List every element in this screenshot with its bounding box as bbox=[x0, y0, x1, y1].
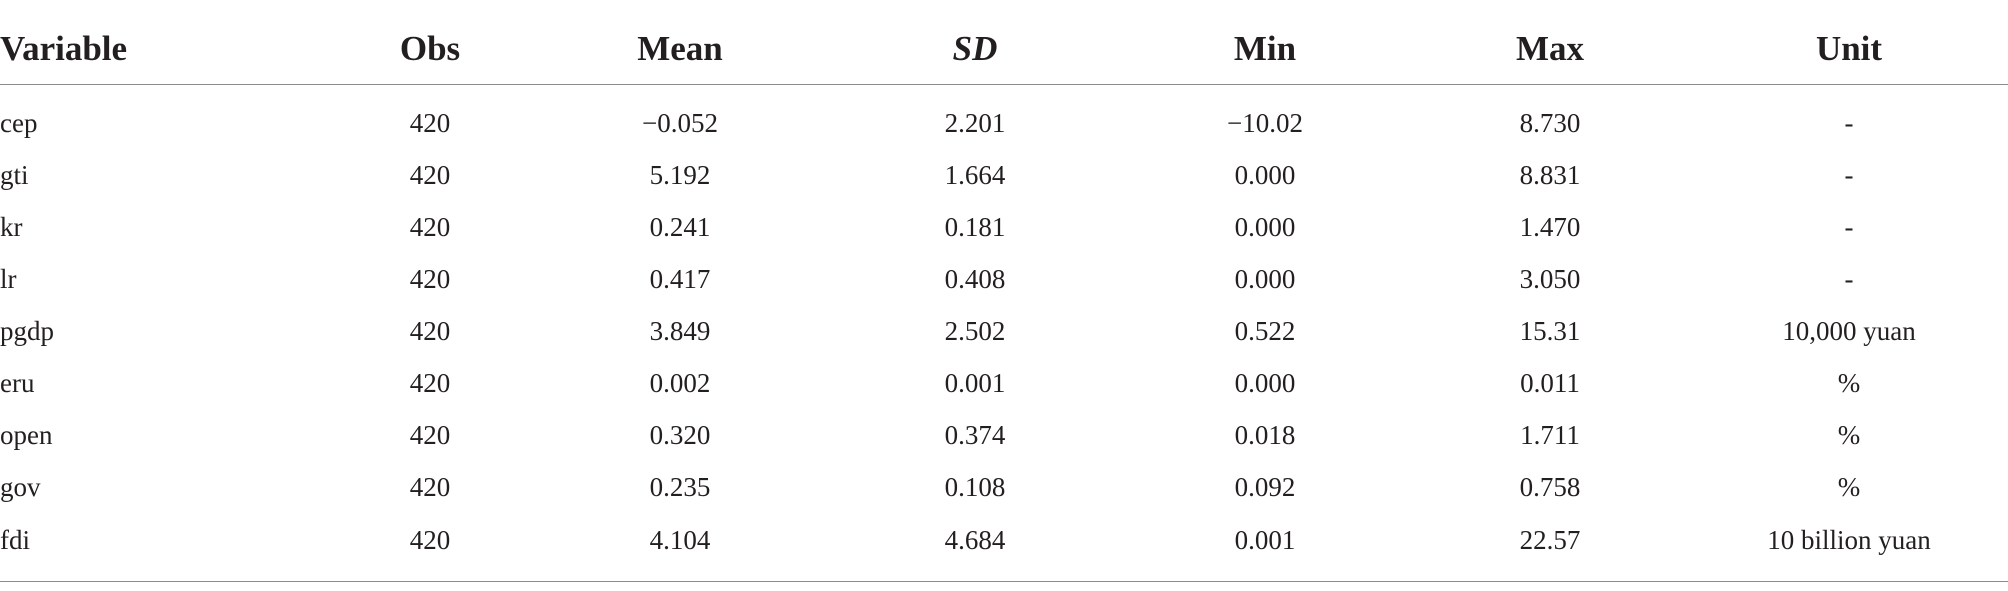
header-min: Min bbox=[1120, 14, 1410, 85]
cell-variable: cep bbox=[0, 107, 38, 138]
cell-unit: - bbox=[1844, 159, 1854, 190]
cell-max: 1.470 bbox=[1519, 211, 1581, 242]
header-unit: Unit bbox=[1690, 14, 2008, 85]
table-row: lr 420 0.417 0.408 0.000 3.050 - bbox=[0, 253, 2008, 305]
table-row: cep 420 −0.052 2.201 −10.02 8.730 - bbox=[0, 85, 2008, 150]
cell-sd: 0.108 bbox=[944, 471, 1006, 502]
table-row: eru 420 0.002 0.001 0.000 0.011 % bbox=[0, 357, 2008, 409]
cell-min: 0.001 bbox=[1120, 513, 1410, 582]
descriptive-statistics-table: Variable Obs Mean SD Min Max Unit cep 42… bbox=[0, 14, 2008, 582]
cell-mean: 0.235 bbox=[649, 471, 711, 502]
header-sd: SD bbox=[830, 14, 1120, 85]
cell-sd: 0.181 bbox=[944, 211, 1006, 242]
cell-variable: fdi bbox=[0, 513, 330, 582]
cell-max: 15.31 bbox=[1519, 315, 1581, 346]
table-row: kr 420 0.241 0.181 0.000 1.470 - bbox=[0, 201, 2008, 253]
cell-obs: 420 bbox=[330, 513, 530, 582]
cell-min: 0.000 bbox=[1234, 367, 1296, 398]
cell-obs: 420 bbox=[409, 315, 451, 346]
cell-obs: 420 bbox=[409, 419, 451, 450]
cell-unit: 10,000 yuan bbox=[1782, 315, 1916, 346]
cell-max: 8.730 bbox=[1519, 107, 1581, 138]
header-mean: Mean bbox=[530, 14, 830, 85]
cell-mean: 0.417 bbox=[649, 263, 711, 294]
cell-sd: 1.664 bbox=[944, 159, 1006, 190]
cell-sd: 2.201 bbox=[944, 107, 1006, 138]
cell-mean: 0.002 bbox=[649, 367, 711, 398]
cell-min: 0.522 bbox=[1234, 315, 1296, 346]
cell-sd: 0.374 bbox=[944, 419, 1006, 450]
cell-max: 22.57 bbox=[1410, 513, 1690, 582]
cell-sd: 0.408 bbox=[944, 263, 1006, 294]
cell-min: 0.000 bbox=[1234, 263, 1296, 294]
cell-sd: 0.001 bbox=[944, 367, 1006, 398]
cell-unit: % bbox=[1837, 471, 1861, 502]
table-row: gov 420 0.235 0.108 0.092 0.758 % bbox=[0, 461, 2008, 513]
cell-mean: 0.241 bbox=[649, 211, 711, 242]
table-header: Variable Obs Mean SD Min Max Unit bbox=[0, 14, 2008, 85]
header-max: Max bbox=[1410, 14, 1690, 85]
cell-unit: % bbox=[1837, 367, 1861, 398]
header-row: Variable Obs Mean SD Min Max Unit bbox=[0, 14, 2008, 85]
cell-obs: 420 bbox=[409, 263, 451, 294]
cell-max: 8.831 bbox=[1519, 159, 1581, 190]
header-variable: Variable bbox=[0, 14, 330, 85]
table-row: pgdp 420 3.849 2.502 0.522 15.31 10,000 … bbox=[0, 305, 2008, 357]
table-row: gti 420 5.192 1.664 0.000 8.831 - bbox=[0, 149, 2008, 201]
cell-obs: 420 bbox=[409, 159, 451, 190]
cell-mean: −0.052 bbox=[642, 107, 718, 138]
header-obs: Obs bbox=[330, 14, 530, 85]
cell-unit: % bbox=[1837, 419, 1861, 450]
cell-variable: gov bbox=[0, 471, 41, 502]
cell-mean: 3.849 bbox=[649, 315, 711, 346]
cell-variable: open bbox=[0, 419, 53, 450]
table-row: open 420 0.320 0.374 0.018 1.711 % bbox=[0, 409, 2008, 461]
cell-variable: gti bbox=[0, 159, 29, 190]
cell-min: −10.02 bbox=[1227, 107, 1303, 138]
cell-sd: 4.684 bbox=[830, 513, 1120, 582]
cell-mean: 5.192 bbox=[649, 159, 711, 190]
cell-sd: 2.502 bbox=[944, 315, 1006, 346]
cell-unit: - bbox=[1844, 107, 1854, 138]
cell-max: 3.050 bbox=[1519, 263, 1581, 294]
table-body: cep 420 −0.052 2.201 −10.02 8.730 - gti … bbox=[0, 85, 2008, 582]
cell-obs: 420 bbox=[409, 471, 451, 502]
cell-mean: 4.104 bbox=[530, 513, 830, 582]
cell-mean: 0.320 bbox=[649, 419, 711, 450]
cell-min: 0.092 bbox=[1234, 471, 1296, 502]
cell-obs: 420 bbox=[409, 211, 451, 242]
cell-variable: eru bbox=[0, 367, 35, 398]
table-row: fdi 420 4.104 4.684 0.001 22.57 10 billi… bbox=[0, 513, 2008, 582]
cell-min: 0.018 bbox=[1234, 419, 1296, 450]
cell-unit: - bbox=[1844, 211, 1854, 242]
cell-variable: kr bbox=[0, 211, 23, 242]
cell-min: 0.000 bbox=[1234, 159, 1296, 190]
cell-max: 1.711 bbox=[1520, 419, 1580, 450]
cell-max: 0.011 bbox=[1520, 367, 1580, 398]
cell-variable: pgdp bbox=[0, 315, 54, 346]
cell-variable: lr bbox=[0, 263, 17, 294]
cell-unit: 10 billion yuan bbox=[1690, 513, 2008, 582]
cell-unit: - bbox=[1844, 263, 1854, 294]
cell-max: 0.758 bbox=[1519, 471, 1581, 502]
cell-obs: 420 bbox=[409, 107, 451, 138]
cell-obs: 420 bbox=[409, 367, 451, 398]
cell-min: 0.000 bbox=[1234, 211, 1296, 242]
